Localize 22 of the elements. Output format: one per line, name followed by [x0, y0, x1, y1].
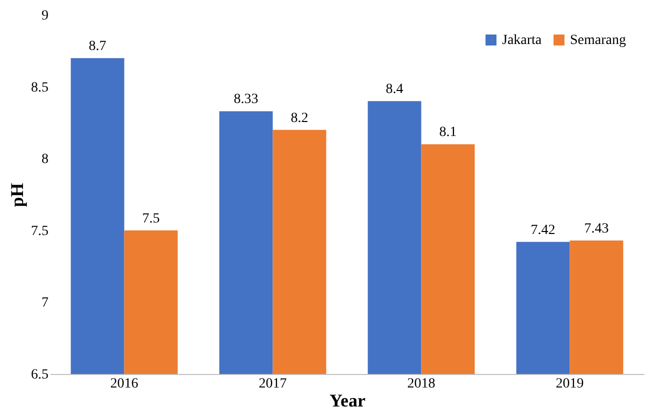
- data-label: 8.33: [234, 92, 258, 108]
- data-label: 8.2: [290, 110, 308, 126]
- x-tick-label: 2019: [556, 376, 584, 392]
- data-label: 7.43: [584, 221, 609, 236]
- y-tick-label: 6.5: [31, 368, 48, 382]
- x-tick-label: 2017: [258, 376, 287, 392]
- y-tick-label: 7.5: [31, 224, 48, 239]
- data-label: 8.4: [386, 82, 404, 98]
- legend-label: Jakarta: [502, 33, 542, 48]
- y-tick-label: 8: [42, 152, 48, 168]
- x-axis-title: Year: [330, 390, 366, 410]
- data-label: 7.42: [530, 222, 556, 238]
- data-label: 7.5: [142, 211, 160, 226]
- y-tick-label: 8.5: [31, 80, 48, 96]
- x-tick-label: 2018: [407, 376, 436, 392]
- data-label: 8.7: [88, 39, 106, 54]
- data-label: 8.1: [439, 125, 457, 140]
- legend-label: Semarang: [570, 33, 626, 48]
- y-axis-title: pH: [7, 182, 27, 208]
- y-tick-label: 7: [42, 296, 48, 311]
- y-tick-label: 9: [42, 8, 48, 24]
- x-tick-label: 2016: [110, 376, 138, 392]
